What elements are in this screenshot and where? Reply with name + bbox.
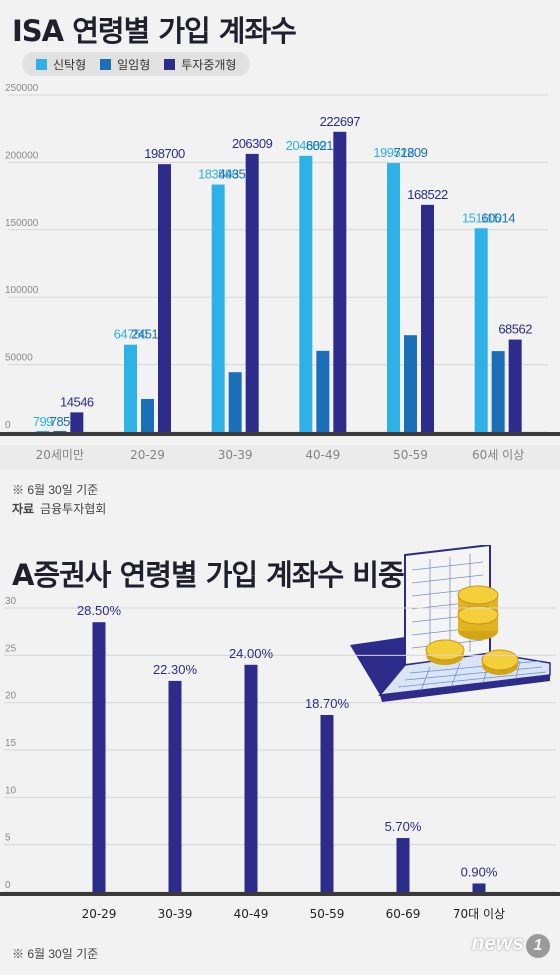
news1-logo: news 1 xyxy=(471,932,550,958)
data-label: 60014 xyxy=(481,210,515,225)
x-tick-label: 60-69 xyxy=(386,907,421,921)
y-tick-label: 20 xyxy=(5,691,17,702)
data-label: 199522 xyxy=(373,145,414,160)
bar-discretionary xyxy=(491,351,505,432)
x-axis-line xyxy=(0,432,560,436)
bar-brokerage xyxy=(333,131,347,432)
bar-discretionary xyxy=(228,372,242,432)
data-label: 44352 xyxy=(218,167,252,182)
bar-trust xyxy=(474,228,488,432)
data-label: 24.00% xyxy=(229,646,274,661)
data-label: 68562 xyxy=(498,322,532,337)
x-axis-band xyxy=(0,445,560,469)
chart2-plot: 0 5 10 15 20 25 30 28.50% 20-29 22.30% 30-39 24.00%… xyxy=(0,596,560,921)
legend-item-discretionary: 일임형 xyxy=(100,56,150,73)
data-label: 71809 xyxy=(394,145,428,160)
data-label: 14546 xyxy=(60,394,94,409)
bar-brokerage xyxy=(70,412,84,432)
data-label: 785 xyxy=(50,414,70,429)
y-tick-label: 5 xyxy=(5,833,11,844)
data-label: 24511 xyxy=(131,327,164,342)
chart2-note: ※ 6월 30일 기준 xyxy=(12,947,99,961)
bar-brokerage xyxy=(508,339,522,432)
x-tick-label: 50-59 xyxy=(310,907,345,921)
data-label: 60215 xyxy=(306,138,340,153)
data-label: 22.30% xyxy=(153,662,198,677)
data-label: 206309 xyxy=(232,136,273,151)
x-tick-label: 20-29 xyxy=(82,907,117,921)
y-tick-label: 150000 xyxy=(5,218,39,229)
x-tick-label: 40-49 xyxy=(234,907,269,921)
source-label: 자료 xyxy=(12,502,35,516)
bar-trust xyxy=(387,163,400,432)
y-tick-label: 10 xyxy=(5,785,17,796)
data-label: 204889 xyxy=(286,138,327,153)
legend-swatch-trust xyxy=(36,58,47,70)
bar-brokerage xyxy=(421,204,434,432)
bar-trust xyxy=(36,430,50,432)
y-tick-label: 0 xyxy=(5,880,11,891)
data-label: 28.50% xyxy=(77,603,122,618)
chart1-title: ISA 연령별 가입 계좌수 xyxy=(12,14,297,48)
y-tick-label: 15 xyxy=(5,738,17,749)
chart1-source: 자료 금융투자협회 xyxy=(12,500,106,517)
x-tick-label: 70대 이상 xyxy=(453,907,505,921)
chart1-note: ※ 6월 30일 기준 xyxy=(12,483,99,497)
laptop-coins-illustration xyxy=(350,545,551,702)
legend-swatch-brokerage xyxy=(164,58,176,70)
y-tick-label: 250000 xyxy=(5,83,39,94)
y-tick-label: 200000 xyxy=(5,150,39,161)
bar xyxy=(396,838,410,892)
y-tick-label: 25 xyxy=(5,643,17,654)
data-label: 151115 xyxy=(462,210,501,225)
bar-discretionary xyxy=(141,398,154,432)
chart2-title: A증권사 연령별 가입 계좌수 비중 xyxy=(12,558,405,592)
chart1-legend: 신탁형 일임형 투자중개형 xyxy=(22,52,251,76)
bar-trust xyxy=(299,155,313,432)
y-tick-label: 0 xyxy=(5,420,11,431)
bar xyxy=(168,680,182,892)
bar xyxy=(244,664,258,892)
logo-text: news xyxy=(471,932,524,955)
logo-mark: 1 xyxy=(526,934,550,958)
legend-swatch-discretionary xyxy=(100,58,112,70)
data-label: 222697 xyxy=(320,114,361,129)
data-label: 198700 xyxy=(144,146,185,161)
bar-discretionary xyxy=(53,430,67,432)
legend-label-discretionary: 일임형 xyxy=(117,57,151,72)
bar-discretionary xyxy=(316,350,330,432)
x-axis-line xyxy=(0,892,560,896)
bar xyxy=(472,883,486,892)
bar xyxy=(320,714,334,892)
data-label: 18.70% xyxy=(305,696,350,711)
bar-brokerage xyxy=(245,153,259,433)
data-label: 799 xyxy=(33,414,53,429)
bar-discretionary xyxy=(404,335,417,432)
bar-trust xyxy=(124,344,137,432)
data-label: 183596 xyxy=(198,167,239,182)
data-label: 5.70% xyxy=(385,819,422,834)
legend-item-brokerage: 투자중개형 xyxy=(164,56,236,73)
data-label: 168522 xyxy=(407,187,448,202)
bar-trust xyxy=(211,184,225,432)
legend-item-trust: 신탁형 xyxy=(36,56,86,73)
source-text: 금융투자협회 xyxy=(40,502,107,516)
x-tick-label: 30-39 xyxy=(158,907,193,921)
legend-label-trust: 신탁형 xyxy=(53,57,87,72)
bar xyxy=(92,622,106,892)
y-tick-label: 30 xyxy=(5,596,17,607)
data-label: 64750 xyxy=(114,327,148,342)
y-tick-label: 50000 xyxy=(5,353,33,364)
legend-label-brokerage: 투자중개형 xyxy=(181,57,237,72)
bar-brokerage xyxy=(158,164,171,432)
data-label: 0.90% xyxy=(461,864,498,879)
y-tick-label: 100000 xyxy=(5,285,39,296)
